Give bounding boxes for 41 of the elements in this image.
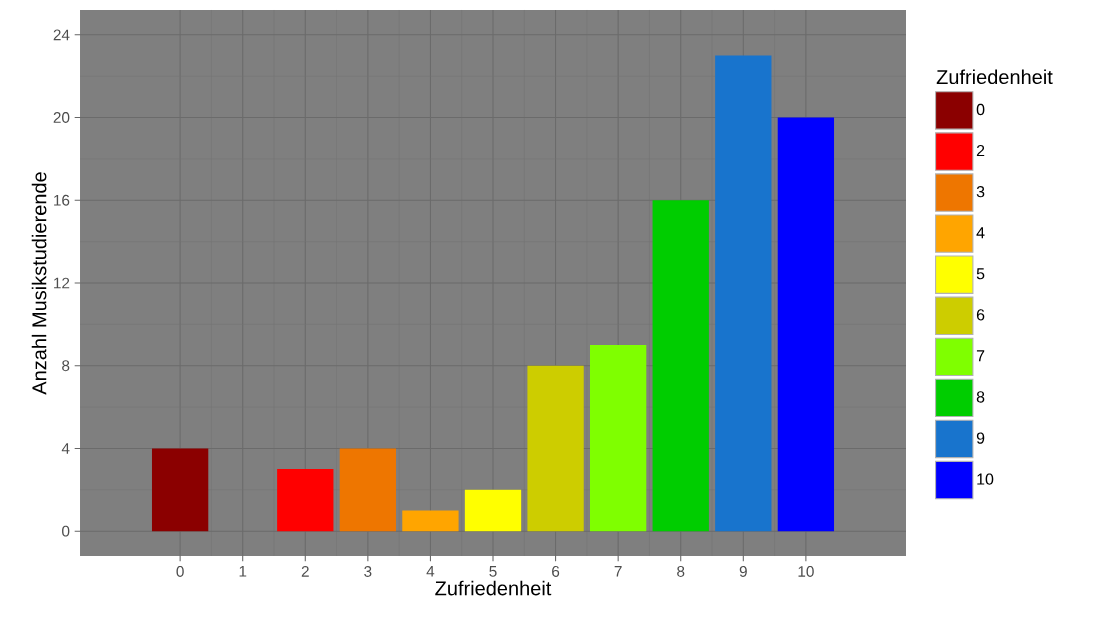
legend-label: 2	[976, 144, 985, 157]
x-tick-label: 10	[798, 566, 814, 577]
x-tick-label: 2	[301, 566, 309, 577]
bar	[652, 200, 709, 532]
bar	[590, 345, 647, 532]
x-tick-label: 4	[426, 566, 435, 577]
y-tick-label: 20	[53, 112, 70, 123]
y-tick-label: 8	[62, 360, 70, 372]
bar	[777, 117, 835, 532]
bar	[402, 510, 459, 532]
x-tick-label: 1	[239, 566, 247, 577]
x-tick-label: 3	[364, 566, 372, 577]
legend-label: 8	[976, 391, 985, 403]
legend-label: 9	[976, 432, 985, 444]
bar	[277, 469, 334, 532]
legend-label: 6	[976, 309, 985, 321]
legend-label: 3	[976, 185, 985, 198]
bar	[527, 365, 584, 532]
bar	[464, 489, 522, 532]
bar	[715, 55, 772, 532]
x-tick-label: 8	[677, 566, 685, 577]
bar	[339, 448, 397, 532]
y-axis-title: Anzahl Musikstudierende	[31, 172, 47, 395]
y-tick-label: 16	[54, 194, 70, 206]
y-tick-label: 24	[53, 29, 70, 41]
x-tick-label: 0	[176, 566, 184, 577]
legend-label: 10	[977, 473, 994, 485]
x-tick-label: 6	[552, 566, 560, 577]
x-tick-label: 5	[489, 566, 497, 577]
legend-label: 5	[976, 268, 985, 280]
legend-label: 4	[976, 227, 985, 239]
y-tick-label: 0	[62, 525, 70, 537]
y-tick-label: 4	[61, 443, 70, 454]
x-tick-label: 7	[614, 566, 622, 577]
x-axis-title: Zufriedenheit	[435, 580, 552, 596]
x-tick-label: 9	[739, 566, 747, 577]
legend-label: 7	[976, 350, 985, 362]
bar	[151, 448, 209, 532]
y-tick-label: 12	[54, 277, 70, 289]
legend-label: 0	[976, 103, 985, 116]
legend-title: Zufriedenheit	[936, 69, 1053, 85]
